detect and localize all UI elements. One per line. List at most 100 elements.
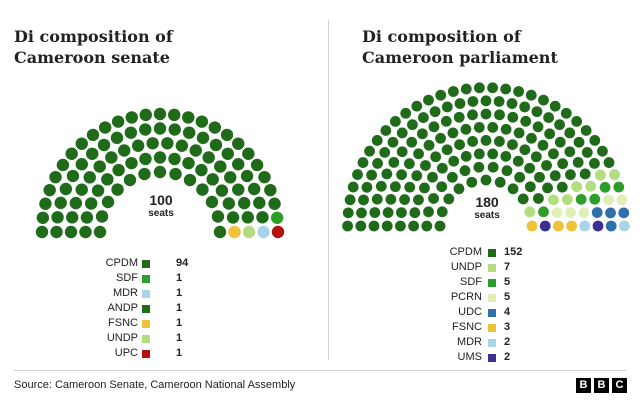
seat-dot-mdr — [257, 225, 270, 239]
senate-legend-item: CPDM 94 — [84, 256, 204, 271]
seat-dot-cpdm — [215, 184, 229, 197]
seat-dot-cpdm — [342, 220, 353, 232]
seat-dot-udc — [605, 207, 616, 219]
senate-legend-item: UNDP 1 — [84, 331, 204, 346]
seat-dot-cpdm — [460, 83, 472, 95]
seat-dot-cpdm — [447, 86, 459, 97]
seat-dot-cpdm — [357, 157, 369, 168]
seat-dot-cpdm — [388, 156, 400, 168]
seat-dot-cpdm — [250, 158, 264, 172]
senate-legend-label: SDF — [116, 272, 138, 284]
seat-dot-cpdm — [500, 150, 512, 162]
parliament-seats-unit: seats — [474, 210, 500, 221]
seat-dot-cpdm — [406, 136, 418, 148]
seat-dot-cpdm — [541, 160, 552, 171]
parliament-total-seats: 180 — [475, 194, 499, 210]
seat-dot-cpdm — [123, 173, 137, 187]
seat-dot-cpdm — [396, 127, 408, 139]
senate-chart-title: Di composition of Cameroon senate — [14, 27, 173, 67]
seat-dot-cpdm — [454, 98, 466, 109]
seat-dot-cpdm — [467, 96, 479, 107]
seat-dot-cpdm — [556, 181, 568, 193]
senate-legend-swatch — [142, 320, 150, 328]
seat-dot-cpdm — [224, 171, 237, 184]
seat-dot-cpdm — [543, 112, 554, 123]
seat-dot-cpdm — [168, 123, 181, 136]
seat-dot-sdf — [613, 181, 625, 193]
seat-dot-cpdm — [436, 206, 448, 218]
parliament-legend-count: 5 — [504, 291, 511, 303]
seat-dot-cpdm — [385, 193, 397, 205]
seat-dot-cpdm — [480, 108, 492, 120]
seat-dot-cpdm — [407, 119, 418, 131]
seat-dot-cpdm — [220, 128, 234, 142]
parliament-legend-swatch — [488, 264, 496, 272]
seat-dot-cpdm — [59, 182, 73, 196]
seat-dot-cpdm — [146, 137, 159, 150]
seat-dot-udc — [618, 207, 630, 219]
senate-legend-count: 1 — [176, 332, 183, 344]
seat-dot-cpdm — [93, 225, 107, 239]
seat-dot-cpdm — [533, 193, 544, 204]
seat-dot-cpdm — [389, 181, 401, 193]
seat-dot-cpdm — [443, 193, 455, 205]
seat-dot-cpdm — [182, 111, 195, 124]
senate-legend-count: 1 — [176, 272, 183, 284]
seat-dot-cpdm — [211, 210, 225, 223]
seat-dot-cpdm — [512, 155, 524, 167]
bbc-logo: B B C — [576, 378, 627, 393]
seat-dot-cpdm — [564, 127, 576, 139]
seat-dot-cpdm — [387, 136, 399, 148]
parliament-legend-count: 3 — [504, 321, 511, 333]
seat-dot-cpdm — [168, 108, 181, 122]
seat-dot-cpdm — [404, 181, 416, 193]
seat-dot-cpdm — [356, 207, 367, 219]
seat-dot-cpdm — [75, 183, 88, 196]
seat-dot-cpdm — [480, 174, 492, 186]
parliament-legend-swatch — [488, 339, 496, 347]
seat-dot-cpdm — [494, 109, 505, 121]
seat-dot-cpdm — [514, 171, 526, 183]
seat-dot-cpdm — [39, 197, 52, 210]
seat-dot-cpdm — [423, 139, 435, 151]
seat-dot-cpdm — [202, 151, 215, 164]
bbc-logo-letter: B — [576, 378, 591, 393]
seat-dot-cpdm — [396, 207, 407, 219]
senate-legend-item: FSNC 1 — [84, 316, 204, 331]
parliament-legend-item: PCRN 5 — [416, 290, 556, 305]
seat-dot-cpdm — [112, 163, 125, 177]
parliament-legend-count: 2 — [504, 351, 511, 363]
seat-dot-cpdm — [175, 139, 189, 152]
seat-dot-cpdm — [581, 147, 593, 158]
seat-dot-cpdm — [344, 194, 356, 206]
seat-dot-fsnc — [526, 220, 538, 232]
seat-dot-cpdm — [50, 225, 63, 239]
seat-dot-cpdm — [221, 147, 234, 160]
seat-dot-cpdm — [369, 207, 381, 218]
senate-legend-swatch — [142, 275, 150, 283]
seat-dot-undp — [571, 181, 583, 193]
seat-dot-cpdm — [75, 158, 88, 171]
seat-dot-cpdm — [264, 183, 277, 197]
seat-dot-cpdm — [36, 211, 50, 224]
seat-dot-cpdm — [206, 173, 219, 186]
seat-dot-cpdm — [124, 126, 138, 139]
seat-dot-cpdm — [183, 173, 197, 187]
parliament-legend-item: MDR 2 — [416, 335, 556, 350]
seat-dot-undp — [609, 169, 620, 180]
parliament-legend-label: UNDP — [450, 261, 482, 273]
seat-dot-cpdm — [554, 136, 566, 148]
seat-dot-cpdm — [524, 181, 536, 193]
seat-dot-cpdm — [549, 170, 561, 182]
seat-dot-cpdm — [366, 169, 378, 181]
seat-dot-cpdm — [436, 181, 448, 193]
parliament-legend-swatch — [488, 279, 496, 287]
parliament-legend-item: UNDP 7 — [416, 260, 556, 275]
seat-dot-cpdm — [347, 181, 359, 193]
seat-dot-cpdm — [487, 122, 499, 133]
senate-legend-swatch — [142, 290, 150, 298]
seat-dot-cpdm — [427, 171, 438, 183]
seat-dot-cpdm — [403, 158, 415, 170]
seat-dot-cpdm — [364, 145, 375, 157]
seat-dot-cpdm — [66, 169, 80, 183]
